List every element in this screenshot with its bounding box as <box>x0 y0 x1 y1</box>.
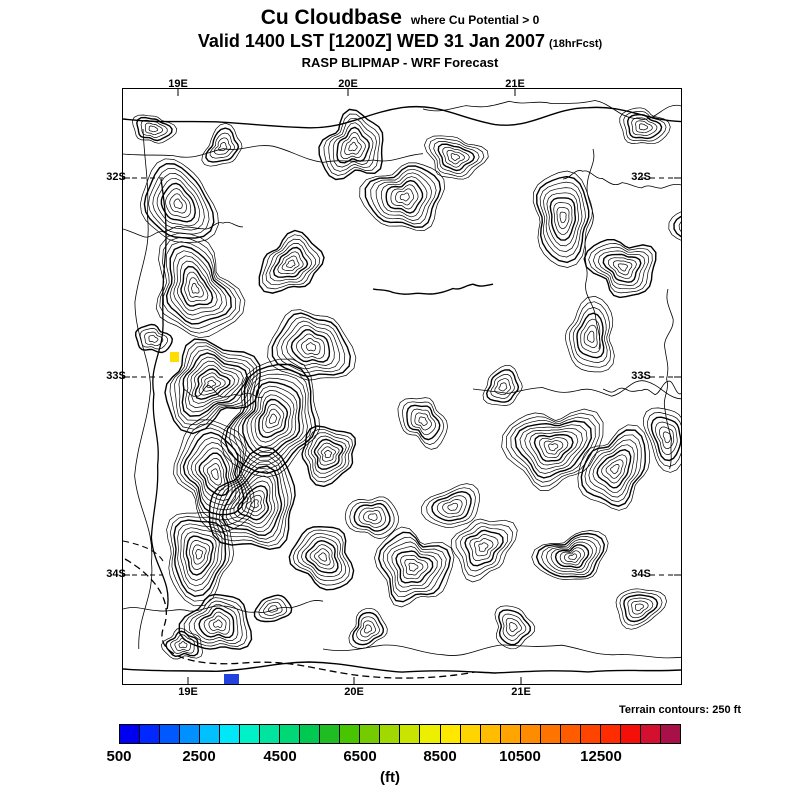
page-title: Cu Cloudbase <box>260 6 402 29</box>
colorbar-cell <box>119 724 141 744</box>
colorbar-cell <box>139 724 161 744</box>
lon-label-bottom-19e: 19E <box>178 686 198 698</box>
colorbar-cell <box>639 724 661 744</box>
colorbar-cell <box>339 724 361 744</box>
colorbar-cell <box>539 724 561 744</box>
colorbar <box>119 724 681 744</box>
colorbar-tick-10500: 10500 <box>499 748 541 765</box>
colorbar-cell <box>599 724 621 744</box>
header-title-line: Cu Cloudbase where Cu Potential > 0 <box>0 6 800 30</box>
header-valid-line: Valid 1400 LST [1200Z] WED 31 Jan 2007 (1… <box>0 31 800 52</box>
colorbar-cell <box>299 724 321 744</box>
colorbar-cell <box>519 724 541 744</box>
lat-label-right-34s: 34S <box>631 568 651 580</box>
colorbar-cell <box>239 724 261 744</box>
lon-label-bottom-20e: 20E <box>344 686 364 698</box>
colorbar-cell <box>439 724 461 744</box>
cloudbase-cell-blue <box>224 674 239 684</box>
colorbar-cell <box>419 724 441 744</box>
colorbar-cell <box>459 724 481 744</box>
forecast-hour-label: (18hrFcst) <box>548 38 603 50</box>
colorbar-cell <box>579 724 601 744</box>
title-qualifier: where Cu Potential > 0 <box>410 13 540 27</box>
model-label: RASP BLIPMAP - WRF Forecast <box>301 55 499 70</box>
lon-label-bottom-21e: 21E <box>511 686 531 698</box>
lat-label-left-32s: 32S <box>106 171 126 183</box>
colorbar-tick-12500: 12500 <box>580 748 622 765</box>
cloudbase-cell-yellow <box>170 352 179 362</box>
colorbar-cell <box>499 724 521 744</box>
lon-label-top-21e: 21E <box>505 78 525 90</box>
forecast-map: 19E 20E 21E 19E 20E 21E 32S 33S 34S 32S … <box>106 79 682 698</box>
terrain-contours-canvas <box>123 89 681 684</box>
terrain-contours-note: Terrain contours: 250 ft <box>618 704 741 716</box>
colorbar-cell <box>359 724 381 744</box>
valid-time-label: Valid 1400 LST [1200Z] WED 31 Jan 2007 <box>197 31 545 51</box>
lat-label-right-32s: 32S <box>631 171 651 183</box>
colorbar-cell <box>559 724 581 744</box>
colorbar-cell <box>279 724 301 744</box>
colorbar-tick-8500: 8500 <box>423 748 457 765</box>
colorbar-tick-500: 500 <box>106 748 132 765</box>
lat-label-right-33s: 33S <box>631 370 651 382</box>
terrain-contour-lines <box>123 100 681 679</box>
colorbar-cell <box>159 724 181 744</box>
colorbar-cell <box>379 724 401 744</box>
lon-label-top-20e: 20E <box>338 78 358 90</box>
colorbar-cell <box>259 724 281 744</box>
latlon-grid-ticks <box>123 89 681 684</box>
colorbar-cell <box>179 724 201 744</box>
unit-label: (ft) <box>380 769 400 786</box>
colorbar-cell <box>479 724 501 744</box>
colorbar-cell <box>219 724 241 744</box>
lat-label-left-34s: 34S <box>106 568 126 580</box>
lon-label-top-19e: 19E <box>168 78 188 90</box>
colorbar-tick-4500: 4500 <box>263 748 297 765</box>
colorbar-cell <box>399 724 421 744</box>
lat-label-left-33s: 33S <box>106 370 126 382</box>
colorbar-tick-2500: 2500 <box>182 748 216 765</box>
colorbar-cell <box>199 724 221 744</box>
colorbar-tick-6500: 6500 <box>343 748 377 765</box>
colorbar-cell <box>619 724 641 744</box>
colorbar-cell <box>659 724 681 744</box>
colorbar-cell <box>319 724 341 744</box>
cloudbase-data-cells <box>170 352 239 684</box>
